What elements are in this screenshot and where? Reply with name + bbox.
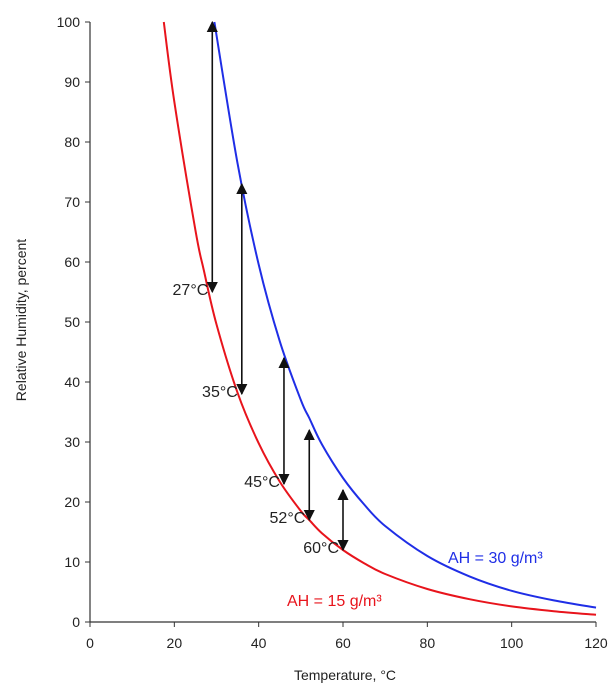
annotation-label: 60°C [303, 540, 339, 557]
x-tick-label: 20 [167, 635, 183, 651]
plot-area [162, 21, 597, 616]
x-tick-label: 120 [584, 635, 608, 651]
y-tick-label: 80 [64, 134, 80, 150]
x-tick-label: 0 [86, 635, 94, 651]
axes: 0 10 20 30 40 50 60 70 80 90 100 0 20 40 60 80 100 120 [57, 14, 608, 651]
y-axis-title: Relative Humidity, percent [13, 239, 29, 401]
y-tick-label: 40 [64, 374, 80, 390]
y-tick-label: 50 [64, 314, 80, 330]
annotation-label: 45°C [244, 474, 280, 491]
series-line-ah-30 [213, 21, 597, 609]
x-tick-label: 40 [251, 635, 267, 651]
y-tick-label: 70 [64, 194, 80, 210]
x-tick-label: 80 [420, 635, 436, 651]
series-label-ah-15: AH = 15 g/m³ [287, 593, 382, 610]
y-tick-label: 20 [64, 494, 80, 510]
y-tick-label: 30 [64, 434, 80, 450]
x-axis-title: Temperature, °C [294, 667, 396, 683]
y-tick-label: 10 [64, 554, 80, 570]
y-tick-label: 60 [64, 254, 80, 270]
annotation-label: 27°C [173, 282, 209, 299]
y-tick-label: 0 [72, 614, 80, 630]
y-tick-label: 90 [64, 74, 80, 90]
x-tick-label: 60 [335, 635, 351, 651]
temperature-annotations: 27°C 35°C 45°C 52°C 60°C [173, 20, 349, 557]
series-label-ah-30: AH = 30 g/m³ [448, 550, 543, 567]
y-tick-label: 100 [57, 14, 81, 30]
x-tick-label: 100 [500, 635, 524, 651]
annotation-label: 35°C [202, 384, 238, 401]
annotation-label: 52°C [270, 510, 306, 527]
